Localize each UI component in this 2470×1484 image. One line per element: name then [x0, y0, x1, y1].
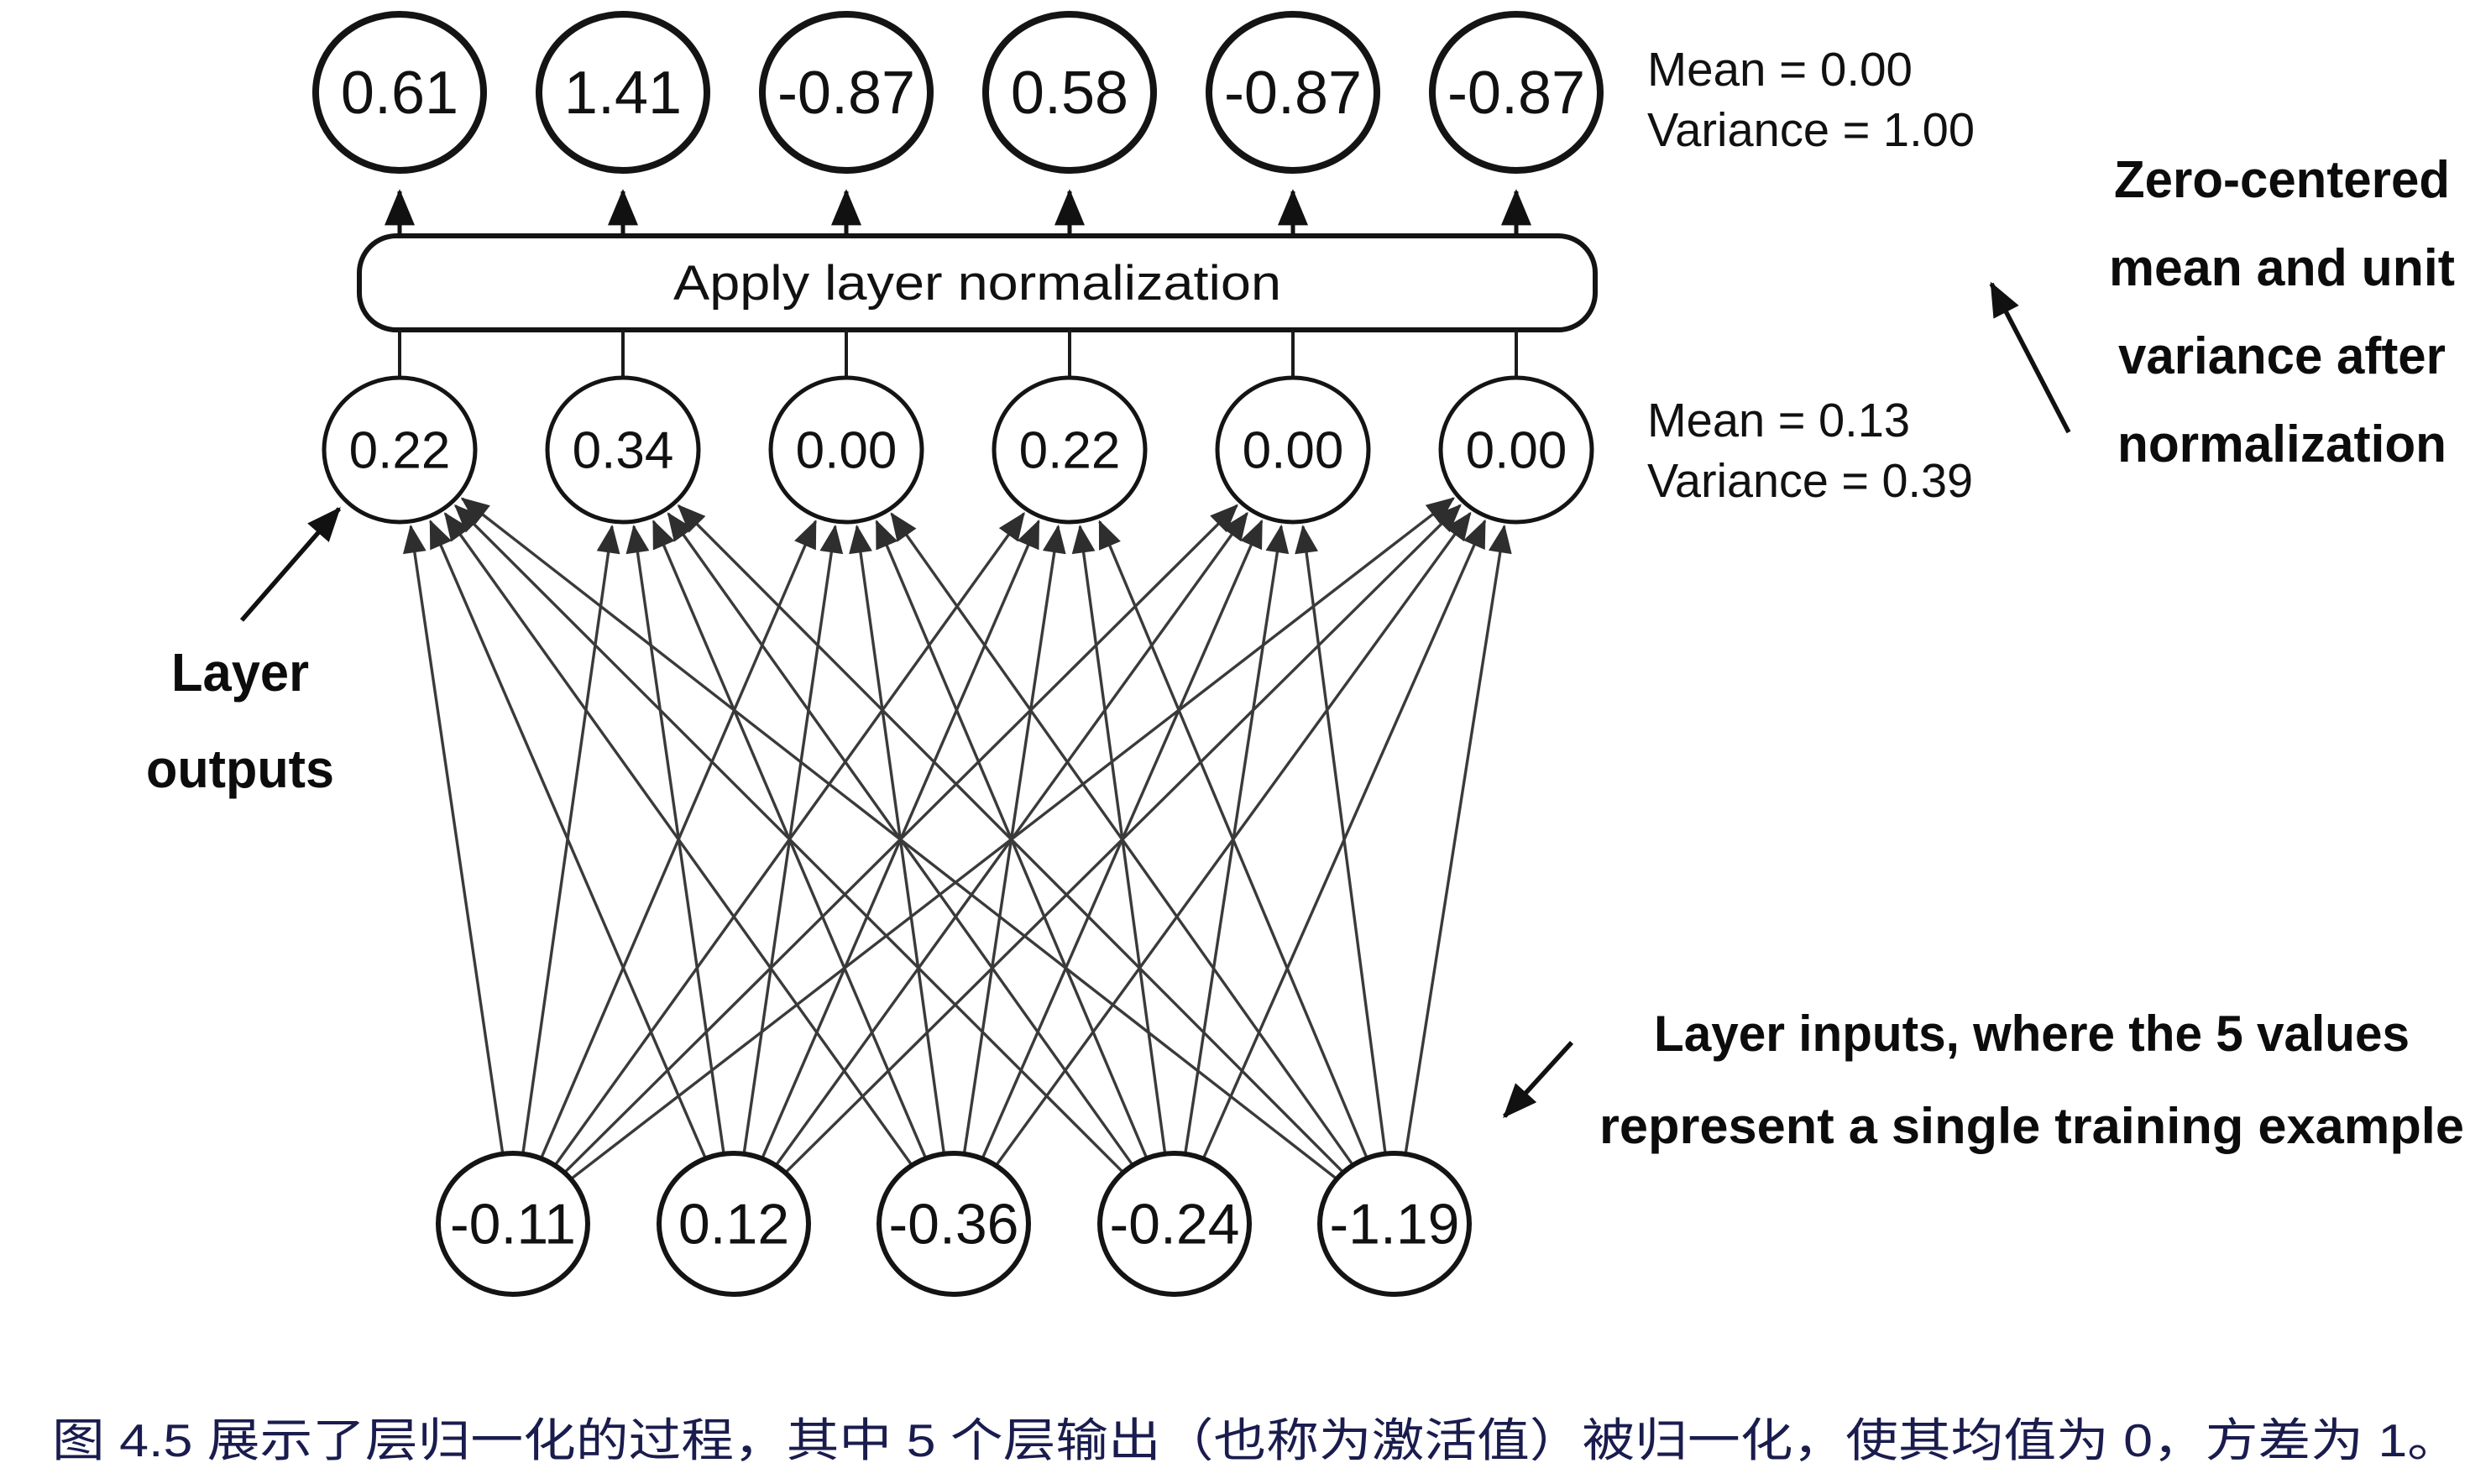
layer-inputs-annotation-line: represent a single training example [1599, 1098, 2464, 1154]
stats-before-normalization: Mean = 0.13 Variance = 0.39 [1647, 394, 1973, 508]
layer-inputs-annotation: Layer inputs, where the 5 values represen… [1599, 1006, 2464, 1154]
input-to-output-wire [890, 512, 1354, 1167]
layer-input-value: -0.36 [889, 1192, 1019, 1256]
normalized-output-value: -0.87 [1447, 60, 1585, 127]
layer-input-node [1097, 1151, 1252, 1297]
layer-outputs-annotation-line: outputs [146, 739, 334, 799]
input-to-output-wire [453, 504, 1125, 1174]
stats-before-normalization-line: Mean = 0.13 [1647, 394, 1910, 447]
layer-input-value: -0.24 [1110, 1192, 1240, 1256]
zero-centered-annotation-line: variance after [2118, 327, 2446, 385]
zero-centered-annotation: Zero-centered mean and unit variance after… [2109, 151, 2455, 473]
input-to-output-wire [460, 497, 1338, 1180]
layer-outputs-pointer-arrow [239, 506, 342, 622]
layer-outputs-annotation-line: Layer [171, 642, 309, 703]
figure-caption: 图 4.5 展示了层归一化的过程，其中 5 个层输出（也称为激活值）被归一化，使… [52, 1414, 2460, 1466]
normalized-output-node [759, 11, 934, 174]
input-to-output-wire [1295, 525, 1387, 1154]
layer-normalization-box-label: Apply layer normalization [673, 256, 1281, 311]
normalized-output-node [982, 11, 1157, 174]
normalized-output-node [536, 11, 710, 174]
layer-input-node [436, 1151, 590, 1297]
layer-outputs-annotation: Layer outputs [146, 642, 334, 799]
layer-output-value: 0.00 [1466, 421, 1567, 479]
input-to-output-wire [1098, 520, 1368, 1159]
normalized-output-value: -0.87 [1224, 60, 1362, 127]
stats-after-normalization-line: Variance = 1.00 [1647, 103, 1975, 157]
zero-centered-pointer-arrow [1989, 281, 2071, 434]
layer-output-value: 0.22 [349, 421, 451, 479]
normalized-output-value: 1.41 [564, 60, 682, 127]
layer-output-node [322, 375, 478, 525]
normalized-output-value: -0.87 [777, 60, 915, 127]
layer-input-node [1317, 1151, 1472, 1297]
layer-input-value: -0.11 [450, 1192, 576, 1256]
layer-output-node [1215, 375, 1371, 525]
layer-output-node [545, 375, 701, 525]
layer-inputs-annotation-line: Layer inputs, where the 5 values [1654, 1006, 2410, 1062]
normalized-output-node [1206, 11, 1380, 174]
normalized-output-node [312, 11, 487, 174]
layer-input-value: 0.12 [678, 1192, 789, 1256]
input-to-output-wire [429, 519, 707, 1159]
layer-output-node [768, 375, 924, 525]
normalized-output-node [1429, 11, 1604, 174]
normalized-output-value: 0.58 [1011, 60, 1128, 127]
layer-output-value: 0.22 [1019, 421, 1121, 479]
layer-input-node [657, 1151, 811, 1297]
layer-output-value: 0.34 [573, 421, 674, 479]
input-to-output-wire [443, 512, 913, 1167]
layer-inputs-pointer-arrow [1502, 1041, 1574, 1119]
input-to-output-wire [677, 504, 1345, 1174]
input-to-output-wire [402, 524, 505, 1155]
layer-output-value: 0.00 [1243, 421, 1344, 479]
stats-before-normalization-line: Variance = 0.39 [1647, 454, 1973, 508]
stats-after-normalization: Mean = 0.00 Variance = 1.00 [1647, 43, 1975, 157]
layer-normalization-box [357, 233, 1598, 332]
normalized-output-value: 0.61 [341, 60, 458, 127]
layer-input-node [877, 1151, 1031, 1297]
zero-centered-annotation-line: normalization [2117, 415, 2446, 473]
zero-centered-annotation-line: Zero-centered [2114, 151, 2450, 209]
input-to-output-wire [1404, 524, 1512, 1155]
layer-output-value: 0.00 [796, 421, 897, 479]
layer-output-node [992, 375, 1148, 525]
layer-input-value: -1.19 [1330, 1192, 1460, 1256]
layer-output-node [1438, 375, 1594, 525]
stats-after-normalization-line: Mean = 0.00 [1647, 43, 1913, 97]
zero-centered-annotation-line: mean and unit [2109, 239, 2455, 297]
